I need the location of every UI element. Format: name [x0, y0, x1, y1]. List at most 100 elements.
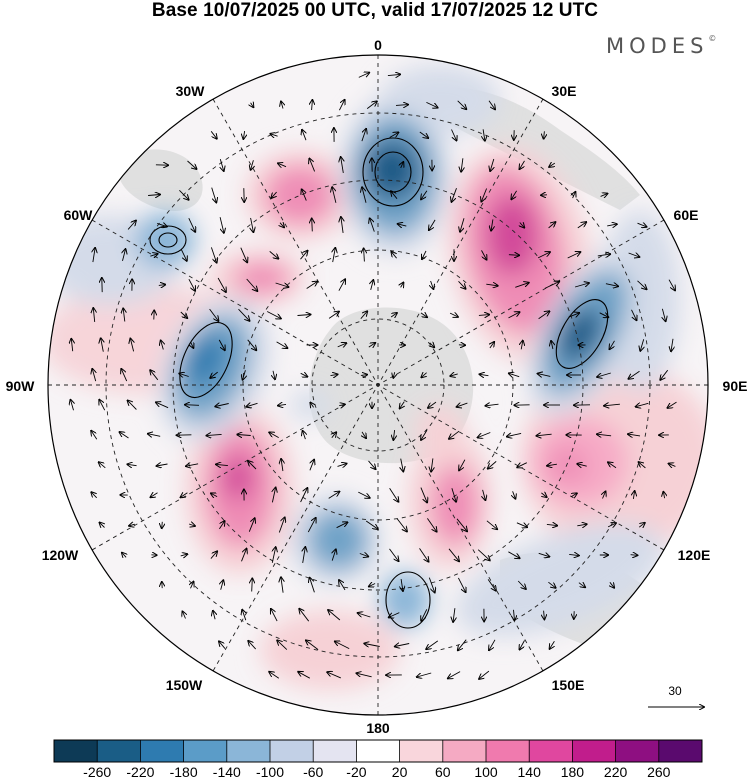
wind-vector	[269, 251, 279, 258]
lon-label-180: 180	[366, 720, 390, 736]
wind-vector	[298, 672, 311, 679]
wind-vector	[358, 491, 369, 498]
wind-vector	[328, 610, 341, 621]
wind-vector	[551, 341, 553, 350]
wind-vector	[550, 640, 555, 649]
wind-vector	[191, 341, 194, 348]
colorbar-swatch	[572, 740, 616, 762]
wind-vector	[358, 613, 371, 618]
wind-vector	[486, 404, 499, 406]
wind-vector	[516, 522, 527, 527]
wind-vector	[270, 134, 278, 136]
wind-vector	[610, 340, 615, 349]
wind-vector	[478, 315, 489, 316]
wind-vector	[640, 339, 643, 351]
wind-vector	[273, 370, 275, 379]
wind-vector	[157, 223, 167, 226]
wind-vector	[127, 464, 137, 465]
wind-vector	[508, 255, 519, 256]
wind-vector	[426, 101, 437, 107]
wind-vector	[307, 518, 315, 533]
wind-vector	[420, 313, 427, 317]
wind-vector	[428, 401, 437, 408]
wind-vector	[213, 611, 215, 620]
colorbar-tick-label: -140	[213, 764, 241, 780]
wind-vector	[281, 459, 283, 472]
wind-vector	[597, 254, 610, 256]
wind-vector	[389, 548, 399, 561]
lon-label-30e: 30E	[552, 83, 577, 99]
wind-vector	[668, 401, 677, 408]
wind-vector	[515, 283, 528, 288]
wind-vector	[663, 492, 664, 499]
wind-vector	[303, 547, 306, 563]
wind-vector	[391, 191, 398, 199]
wind-vector	[210, 131, 217, 138]
wind-vector	[121, 369, 128, 382]
wind-vector	[509, 373, 520, 376]
wind-vector	[458, 280, 466, 288]
wind-vector	[549, 163, 556, 167]
wind-vector	[370, 218, 375, 232]
wind-vector	[269, 432, 279, 438]
wind-vector	[420, 487, 427, 503]
wind-vector	[248, 641, 257, 650]
wind-vector	[511, 190, 517, 199]
wind-vector	[395, 105, 408, 106]
colorbar-tick-label: 20	[392, 764, 408, 780]
colorbar-swatch	[226, 740, 271, 762]
wind-vector	[335, 641, 350, 650]
wind-vector	[123, 249, 126, 262]
wind-vector	[389, 133, 399, 138]
reference-vector: 30	[648, 684, 704, 707]
wind-vector	[276, 341, 288, 348]
wind-vector	[310, 403, 313, 408]
copyright-mark: ©	[708, 34, 717, 43]
wind-vector	[299, 609, 310, 622]
wind-vector	[91, 431, 98, 440]
wind-vector	[339, 580, 346, 591]
wind-vector	[628, 434, 641, 436]
wind-vector	[361, 129, 366, 142]
wind-vector	[419, 131, 428, 138]
colorbar-tick-label: 180	[561, 764, 585, 780]
wind-vector	[101, 338, 104, 352]
wind-vector	[92, 369, 95, 382]
wind-vector	[306, 640, 319, 650]
wind-vector	[364, 644, 380, 647]
wind-vector	[607, 224, 617, 226]
wind-vector	[297, 315, 311, 316]
colorbar-swatch	[54, 740, 98, 762]
wind-vector	[246, 278, 258, 291]
wind-vector	[215, 404, 229, 407]
wind-vector	[179, 189, 188, 199]
wind-vector	[567, 252, 581, 259]
wind-vector	[610, 582, 614, 587]
lon-label-90w: 90W	[6, 378, 36, 394]
wind-vector	[180, 311, 187, 318]
wind-vector	[362, 187, 367, 203]
colorbar-swatch	[658, 740, 703, 762]
wind-vector	[597, 372, 611, 377]
wind-vector	[341, 157, 344, 173]
wind-vector	[603, 492, 606, 499]
wind-vector	[669, 464, 676, 467]
wind-vector	[243, 131, 244, 139]
wind-vector	[251, 160, 254, 170]
wind-vector	[210, 247, 216, 262]
wind-vector	[605, 284, 618, 287]
wind-vector	[449, 313, 458, 317]
colorbar-swatch	[97, 740, 141, 762]
wind-vector	[393, 372, 394, 378]
colorbar-swatch	[442, 740, 487, 762]
colorbar-swatch	[486, 740, 530, 762]
colorbar-swatch	[356, 740, 400, 762]
wind-vector	[368, 343, 375, 347]
modes-logo: MODES©	[606, 34, 716, 58]
wind-vector	[333, 248, 336, 263]
wind-vector	[337, 343, 347, 347]
wind-vector	[219, 641, 226, 649]
wind-vector	[600, 194, 608, 197]
wind-vector	[206, 434, 222, 435]
